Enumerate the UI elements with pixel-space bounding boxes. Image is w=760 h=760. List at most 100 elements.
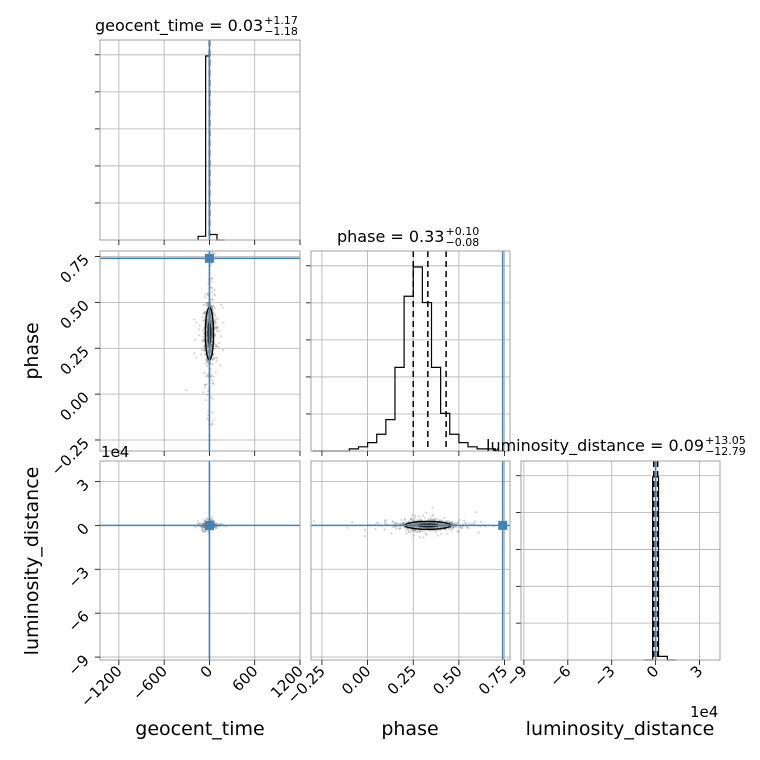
sample-point	[210, 362, 213, 365]
sample-point	[418, 530, 422, 533]
sample-point	[216, 327, 219, 330]
panel-frame	[99, 39, 301, 241]
sample-point	[400, 522, 403, 526]
sample-point	[206, 324, 209, 327]
sample-point	[429, 517, 432, 520]
sample-point	[431, 513, 435, 516]
sample-point	[209, 375, 213, 379]
sample-point	[215, 326, 218, 329]
sample-point	[457, 518, 461, 522]
truth-marker	[498, 520, 508, 530]
sample-point	[429, 521, 433, 524]
sample-point	[214, 322, 217, 325]
sample-point	[213, 347, 216, 350]
sample-point	[419, 526, 422, 529]
sample-point	[421, 514, 425, 517]
sample-point	[384, 521, 387, 524]
sample-point	[440, 525, 443, 529]
sample-point	[210, 298, 214, 301]
sample-point	[203, 340, 206, 343]
sample-point	[209, 304, 212, 308]
sample-point	[222, 321, 225, 324]
sample-point	[195, 356, 198, 359]
sample-point	[206, 319, 209, 322]
x-tick-label-luminosity_distance: −9	[502, 662, 530, 690]
sample-point	[219, 364, 222, 367]
sample-point	[211, 422, 214, 425]
sample-point	[403, 517, 407, 521]
sample-point	[204, 311, 207, 314]
sample-point	[472, 522, 476, 525]
sample-point	[394, 525, 397, 528]
sample-point	[432, 518, 435, 521]
truth-marker	[204, 253, 214, 263]
gridlines	[100, 40, 301, 240]
panel-phase-vs-phase	[306, 250, 511, 456]
sample-point	[210, 322, 213, 325]
sample-point	[374, 527, 377, 530]
sample-point	[210, 344, 213, 347]
sample-point	[409, 517, 413, 520]
sample-point	[445, 519, 448, 523]
truth-marker	[204, 520, 214, 530]
sample-point	[210, 423, 213, 426]
x-tick-label-phase: 0.25	[384, 662, 420, 698]
x-tick-label-luminosity_distance: 0	[643, 662, 662, 681]
sample-point	[454, 522, 457, 525]
histogram-phase	[312, 266, 505, 452]
sample-point	[198, 521, 201, 525]
sample-point	[468, 522, 471, 525]
sample-point	[209, 319, 213, 322]
sample-point	[409, 518, 412, 522]
sample-point	[450, 529, 453, 532]
histogram-luminosity_distance	[643, 476, 677, 661]
sample-point	[400, 518, 403, 522]
sample-point	[202, 303, 205, 307]
sample-point	[206, 303, 209, 307]
sample-point	[211, 305, 214, 308]
sample-point	[440, 532, 443, 535]
sample-point	[449, 521, 452, 524]
sample-point	[210, 330, 214, 333]
sample-point	[422, 536, 425, 539]
sample-point	[206, 320, 209, 324]
sample-point	[205, 357, 208, 360]
sample-point	[192, 318, 196, 321]
sample-point	[393, 521, 396, 524]
sample-point	[203, 383, 207, 386]
sample-point	[201, 315, 204, 319]
sample-point	[394, 522, 398, 525]
sample-point	[432, 529, 435, 532]
sample-point	[196, 520, 199, 523]
sample-point	[436, 522, 439, 525]
sample-point	[211, 298, 214, 302]
sample-point	[432, 526, 435, 529]
sample-point	[203, 310, 206, 314]
sample-point	[440, 522, 443, 525]
sample-point	[206, 322, 209, 325]
sample-point	[428, 518, 431, 521]
y-tick-label-luminosity_distance: 0	[73, 519, 92, 538]
sample-point	[212, 375, 215, 378]
sample-point	[204, 375, 208, 378]
sample-point	[395, 527, 398, 531]
sample-point	[346, 526, 349, 529]
sample-point	[392, 525, 395, 529]
sample-point	[209, 317, 213, 320]
sample-point	[460, 526, 463, 529]
title-upper-error: +0.10	[445, 225, 479, 238]
sample-point	[451, 520, 454, 523]
sample-point	[210, 319, 213, 322]
sample-point	[204, 310, 207, 313]
sample-point	[206, 344, 209, 347]
sample-point	[477, 531, 480, 534]
title-upper-error: +1.17	[264, 14, 298, 27]
sample-point	[203, 344, 206, 348]
sample-point	[415, 526, 418, 529]
sample-point	[210, 344, 213, 347]
sample-point	[212, 312, 215, 315]
sample-point	[411, 518, 414, 522]
sample-point	[212, 304, 215, 307]
sample-point	[203, 318, 206, 322]
sample-point	[407, 529, 411, 532]
